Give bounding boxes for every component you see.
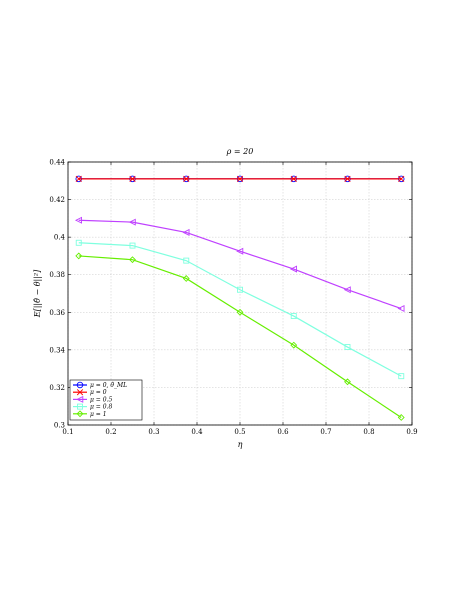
data-point [236, 308, 244, 316]
series-layer [74, 175, 405, 421]
y-tick-label: 0.36 [49, 309, 65, 317]
series-3 [74, 216, 405, 313]
y-tick-label: 0.44 [49, 159, 65, 167]
x-tick-label: 0.5 [234, 428, 245, 436]
x-tick-label: 0.1 [62, 428, 73, 436]
data-point [290, 175, 297, 183]
legend-entry-label: μ = 0, θ̂_ML [90, 382, 127, 389]
legend-entry-label: μ = 1 [90, 411, 107, 418]
x-tick-label: 0.3 [148, 428, 159, 436]
x-tick-label: 0.6 [277, 428, 289, 436]
data-point [290, 341, 298, 349]
data-point [343, 286, 351, 294]
legend: μ = 0, θ̂_MLμ = 0μ = 0.5μ = 0.8μ = 1 [69, 379, 143, 421]
legend-swatch-marker [76, 395, 84, 403]
data-point [397, 305, 405, 313]
data-point [129, 175, 136, 183]
data-point [289, 265, 297, 273]
data-point [75, 175, 82, 183]
legend-swatch-marker [76, 389, 84, 396]
y-tick-label: 0.34 [49, 346, 65, 354]
series-line [78, 242, 402, 377]
data-point [182, 275, 190, 282]
series-5 [75, 252, 405, 421]
data-point [290, 313, 297, 320]
data-point [397, 414, 405, 421]
y-tick-label: 0.4 [54, 234, 66, 242]
x-tick-label: 0.7 [320, 428, 331, 436]
legend-swatch-marker [76, 381, 84, 389]
legend-entry-label: μ = 0.8 [90, 404, 112, 411]
data-point [129, 242, 136, 249]
legend-entry-label: μ = 0 [90, 389, 107, 396]
y-tick-label: 0.32 [49, 384, 65, 392]
data-point [344, 175, 351, 183]
legend-swatch-marker [76, 410, 84, 418]
data-point [183, 257, 190, 264]
x-tick-label: 0.2 [105, 428, 116, 436]
y-axis-title: E[||θ̂ − θ||²] [33, 269, 42, 318]
legend-swatch-marker [77, 403, 83, 410]
legend-entry-label: μ = 0.5 [90, 396, 112, 403]
y-tick-label: 0.3 [54, 422, 65, 430]
data-point [344, 344, 351, 351]
data-point [183, 175, 190, 183]
x-axis-title: η [238, 440, 243, 449]
y-tick-label: 0.42 [49, 196, 65, 204]
data-point [74, 216, 82, 224]
series-line [78, 255, 402, 418]
axis-ticks: 0.1 0.2 0.3 0.4 0.5 0.6 0.7 0.8 0.9 0.3 0.32 0.34 0.… [49, 159, 417, 437]
data-point [129, 256, 136, 264]
series-4 [75, 239, 405, 380]
data-point [398, 175, 405, 183]
data-point [344, 378, 351, 386]
data-point [75, 239, 82, 246]
series-line [78, 219, 402, 310]
data-point [236, 247, 244, 255]
chart-title: ρ = 20 [226, 147, 254, 156]
x-tick-label: 0.4 [191, 428, 203, 436]
data-point [237, 286, 243, 293]
data-point [75, 252, 83, 260]
x-tick-label: 0.8 [363, 428, 374, 436]
y-tick-label: 0.38 [49, 271, 65, 279]
data-point [128, 218, 136, 226]
series-2 [75, 175, 405, 183]
data-point [398, 373, 405, 380]
data-point [236, 175, 244, 183]
data-point [182, 228, 190, 236]
x-tick-label: 0.9 [406, 428, 417, 436]
